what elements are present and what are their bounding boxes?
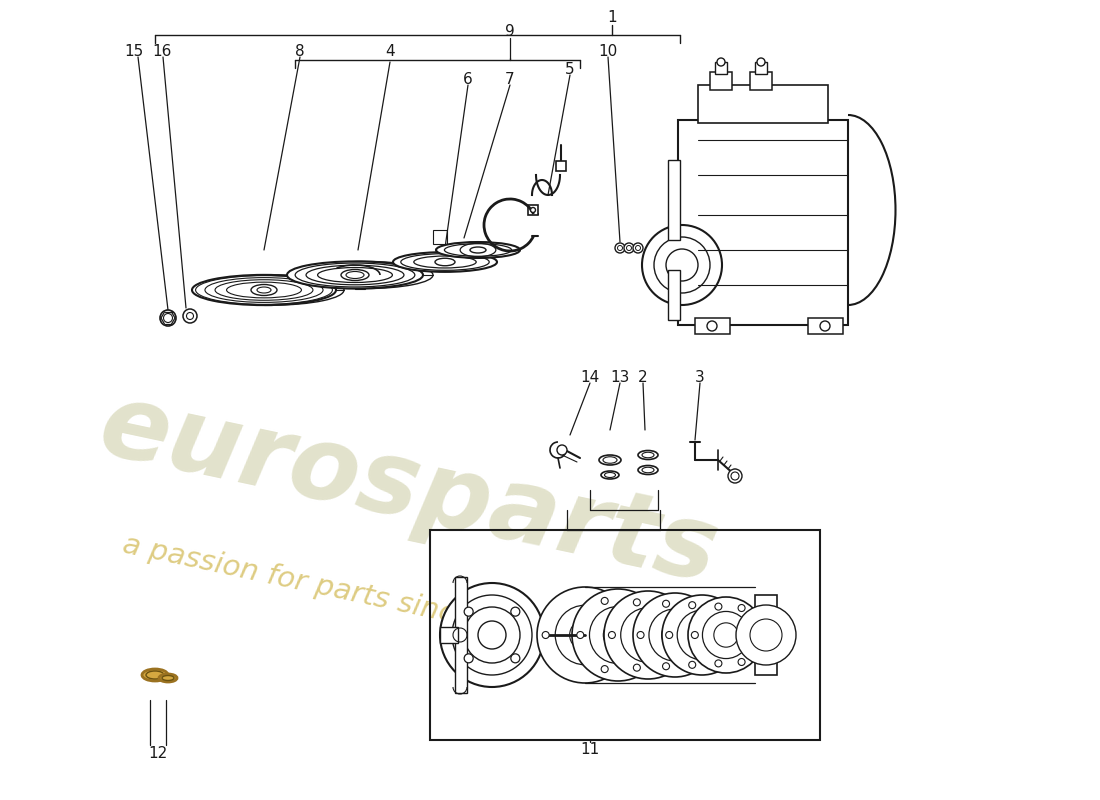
Circle shape (542, 631, 549, 638)
Circle shape (634, 599, 640, 606)
Text: 13: 13 (610, 370, 629, 385)
Circle shape (576, 631, 584, 638)
Circle shape (689, 602, 695, 609)
Text: 16: 16 (152, 45, 172, 59)
Circle shape (634, 664, 640, 671)
Ellipse shape (192, 275, 336, 305)
Text: 11: 11 (581, 742, 600, 758)
Circle shape (738, 658, 745, 666)
Circle shape (510, 654, 520, 663)
Ellipse shape (470, 247, 486, 253)
Circle shape (615, 243, 625, 253)
Text: 15: 15 (124, 45, 144, 59)
Text: 1: 1 (607, 10, 617, 26)
Circle shape (662, 662, 670, 670)
Ellipse shape (601, 471, 619, 479)
Circle shape (662, 600, 670, 607)
Circle shape (666, 631, 673, 638)
Circle shape (738, 605, 745, 611)
Text: 9: 9 (505, 25, 515, 39)
Circle shape (717, 58, 725, 66)
Ellipse shape (600, 455, 621, 465)
Text: 6: 6 (463, 71, 473, 86)
Text: 12: 12 (148, 746, 167, 761)
Circle shape (440, 583, 544, 687)
Circle shape (510, 607, 520, 616)
Circle shape (707, 321, 717, 331)
Circle shape (642, 225, 722, 305)
Circle shape (624, 243, 634, 253)
Ellipse shape (341, 270, 368, 281)
Bar (755, 62, 767, 74)
Ellipse shape (638, 450, 658, 459)
Bar (808, 318, 843, 334)
Text: 14: 14 (581, 370, 600, 385)
Bar (556, 161, 566, 171)
Bar (433, 230, 447, 244)
Ellipse shape (251, 285, 277, 295)
Text: 8: 8 (295, 43, 305, 58)
Circle shape (689, 662, 695, 668)
Bar (430, 530, 820, 740)
Text: 5: 5 (565, 62, 575, 77)
Ellipse shape (297, 262, 433, 289)
Circle shape (715, 660, 722, 667)
Circle shape (464, 607, 473, 616)
Bar (710, 72, 732, 90)
Circle shape (662, 595, 742, 675)
Bar (755, 595, 777, 675)
Text: a passion for parts since 1985: a passion for parts since 1985 (120, 530, 557, 650)
Circle shape (464, 654, 473, 663)
Circle shape (602, 666, 608, 673)
Text: 7: 7 (505, 71, 515, 86)
Ellipse shape (287, 262, 424, 289)
Text: 10: 10 (598, 43, 617, 58)
Circle shape (757, 58, 764, 66)
Circle shape (632, 593, 717, 677)
Ellipse shape (436, 242, 520, 258)
Text: 4: 4 (385, 43, 395, 58)
Circle shape (537, 587, 632, 683)
Bar (440, 627, 458, 643)
Circle shape (608, 631, 615, 638)
Text: 3: 3 (695, 370, 705, 385)
Circle shape (820, 321, 830, 331)
Bar (668, 160, 680, 240)
Circle shape (530, 207, 536, 213)
Circle shape (602, 598, 608, 605)
Text: eurosparts: eurosparts (90, 375, 726, 605)
Bar (455, 577, 468, 693)
Bar (678, 120, 848, 325)
Circle shape (557, 445, 566, 455)
Ellipse shape (393, 252, 497, 272)
Ellipse shape (434, 258, 455, 266)
Circle shape (160, 310, 176, 326)
Bar (715, 62, 727, 74)
Circle shape (604, 591, 692, 679)
Circle shape (728, 469, 743, 483)
Text: 2: 2 (638, 370, 648, 385)
Bar (668, 270, 680, 320)
Circle shape (691, 631, 698, 638)
Ellipse shape (200, 275, 344, 305)
Circle shape (688, 597, 764, 673)
Circle shape (736, 605, 796, 665)
Ellipse shape (142, 669, 168, 681)
Ellipse shape (160, 674, 177, 682)
Bar (698, 85, 828, 123)
Circle shape (715, 603, 722, 610)
Circle shape (637, 631, 645, 638)
Circle shape (632, 243, 644, 253)
Circle shape (183, 309, 197, 323)
Bar (528, 205, 538, 215)
Circle shape (572, 589, 664, 681)
Ellipse shape (638, 466, 658, 474)
Bar (695, 318, 730, 334)
Bar (750, 72, 772, 90)
